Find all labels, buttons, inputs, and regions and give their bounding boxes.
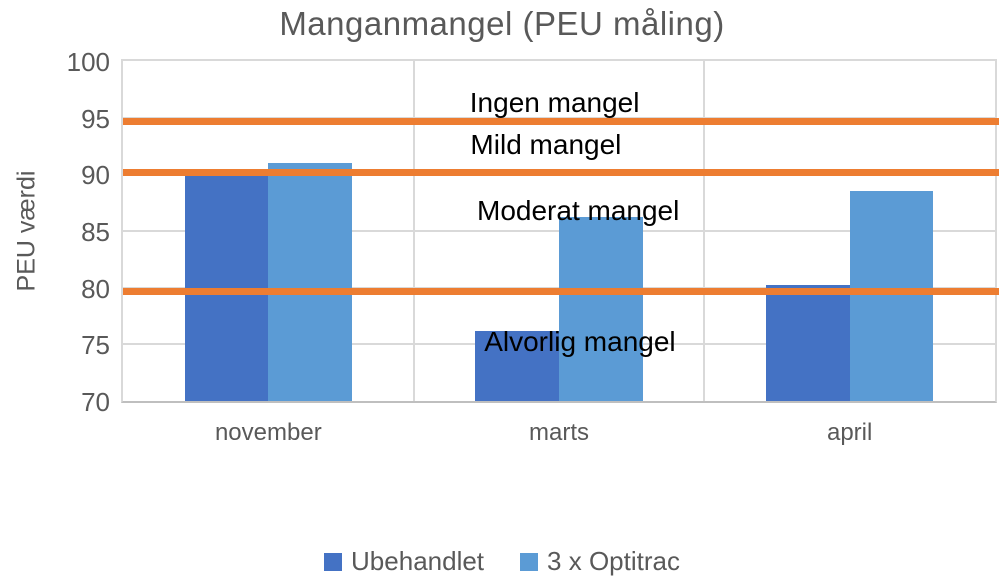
annotation-moderat-mangel: Moderat mangel — [477, 194, 680, 226]
y-tick-label-90: 90 — [81, 160, 110, 191]
y-tick-label-85: 85 — [81, 217, 110, 247]
legend-swatch-3-x-optitrac — [520, 552, 539, 571]
threshold-line-3 — [123, 287, 999, 295]
y-tick-label-80: 80 — [81, 273, 110, 304]
annotation-ingen-mangel: Ingen mangel — [469, 86, 640, 118]
bar-3-x-optitrac-marts — [559, 217, 643, 401]
y-tick-label-70: 70 — [81, 387, 110, 417]
x-axis-label-november: november — [214, 419, 322, 446]
bar-ubehandlet-marts — [475, 330, 559, 401]
vertical-gridline — [703, 61, 706, 401]
chart-title: Manganmangel (PEU måling) — [279, 5, 725, 42]
y-tick-label-100: 100 — [66, 47, 110, 77]
legend-swatch-ubehandlet — [324, 552, 343, 571]
plot-area: Ingen mangel Mild mangel Moderat mangel Alv… — [121, 59, 999, 403]
legend-item-3-x-optitrac: 3 x Optitrac — [520, 546, 680, 577]
x-axis-labels: november marts april — [0, 419, 1004, 451]
threshold-line-2 — [123, 168, 999, 176]
y-tick-label-95: 95 — [81, 103, 110, 134]
legend-item-ubehandlet: Ubehandlet — [324, 546, 484, 577]
legend-label-ubehandlet: Ubehandlet — [351, 546, 485, 576]
threshold-line-1 — [123, 117, 999, 125]
vertical-gridline — [412, 61, 415, 401]
legend: Ubehandlet 3 x Optitrac — [0, 546, 1004, 577]
annotation-mild-mangel: Mild mangel — [470, 128, 622, 160]
y-tick-label-75: 75 — [81, 330, 110, 361]
bar-3-x-optitrac-november — [268, 163, 353, 401]
legend-label-3-x-optitrac: 3 x Optitrac — [547, 546, 680, 576]
annotation-alvorlig-mangel: Alvorlig mangel — [484, 326, 676, 358]
x-axis-label-april: april — [826, 419, 873, 446]
bar-ubehandlet-april — [765, 285, 850, 401]
bar-3-x-optitrac-april — [849, 191, 934, 401]
y-axis-ticks: 100 95 90 85 80 75 70 — [0, 0, 110, 450]
x-axis-label-marts: marts — [529, 419, 589, 446]
